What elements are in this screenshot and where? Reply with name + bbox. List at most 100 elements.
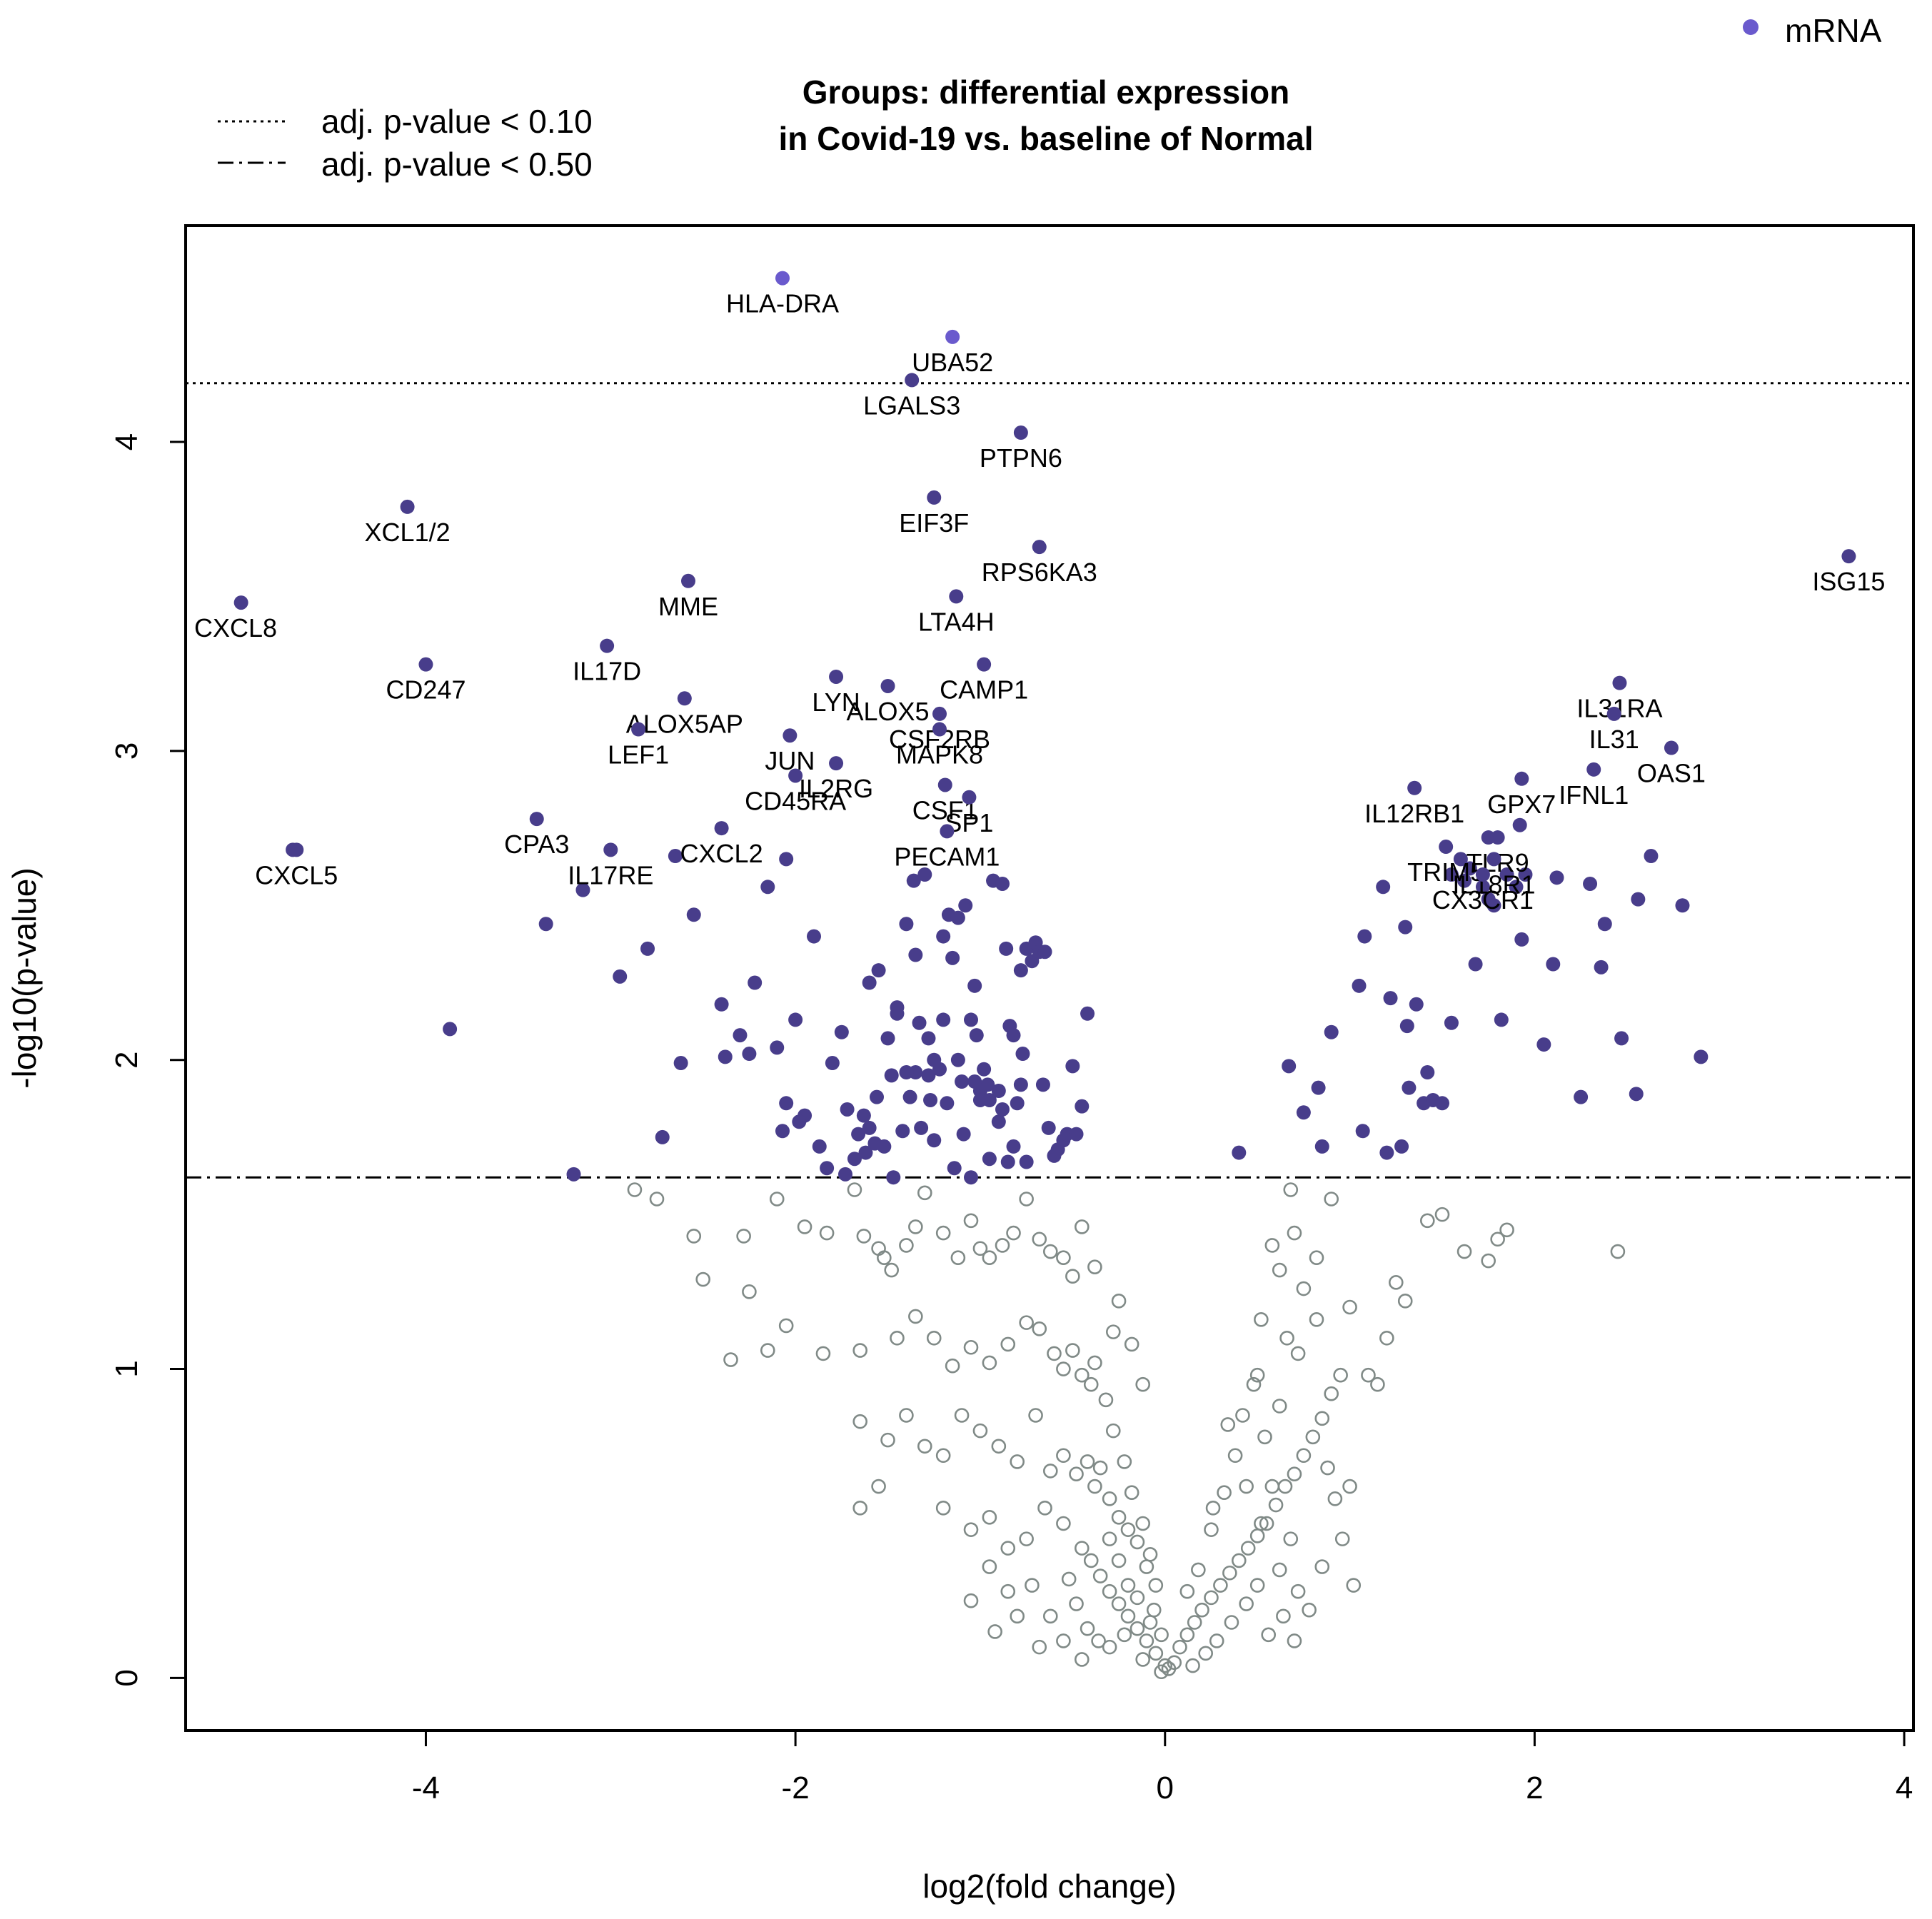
nonsignificant-point — [1042, 1244, 1058, 1259]
significant-point — [775, 1124, 790, 1139]
nonsignificant-point — [778, 1318, 794, 1334]
gene-label-mapk8: MAPK8 — [896, 740, 983, 770]
nonsignificant-point — [1276, 1608, 1291, 1624]
gene-point-tlr9 — [1490, 830, 1505, 845]
nonsignificant-point — [1434, 1207, 1450, 1222]
gene-point-il31 — [1606, 706, 1621, 721]
significant-point — [847, 1152, 862, 1167]
nonsignificant-point — [1227, 1448, 1243, 1464]
significant-point — [1357, 929, 1372, 944]
significant-point — [788, 1012, 803, 1027]
nonsignificant-point — [963, 1213, 979, 1229]
significant-point — [1352, 978, 1367, 993]
labeled-gene-points: HLA-DRA UBA52 LGALS3 PTPN6 EIF3F XCL1/2 RPS6KA… — [194, 271, 1885, 915]
nonsignificant-point — [1209, 1633, 1224, 1648]
significant-point — [1675, 898, 1690, 913]
nonsignificant-point — [880, 1432, 895, 1448]
significant-point — [862, 975, 877, 990]
nonsignificant-point — [1092, 1568, 1108, 1583]
significant-point — [884, 1068, 899, 1083]
nonsignificant-point — [917, 1439, 932, 1454]
gene-point-pecam1 — [940, 824, 955, 839]
significant-point — [886, 1170, 901, 1185]
nonsignificant-point — [908, 1309, 923, 1324]
nonsignificant-point — [1129, 1621, 1145, 1636]
gene-label-camp1: CAMP1 — [940, 675, 1028, 705]
significant-point — [1614, 1031, 1629, 1046]
gene-label-cd247: CD247 — [386, 675, 466, 705]
nonsignificant-point — [1217, 1485, 1232, 1501]
nonsignificant-point — [1287, 1466, 1302, 1482]
nonsignificant-point — [1305, 1429, 1321, 1445]
nonsignificant-point — [1240, 1541, 1256, 1556]
significant-point — [575, 882, 590, 897]
nonsignificant-point — [1111, 1553, 1127, 1568]
gene-point-lgals3 — [905, 373, 920, 388]
nonsignificant-point — [1105, 1423, 1121, 1439]
nonsignificant-point — [1006, 1225, 1021, 1241]
gene-point-ifnl1 — [1586, 762, 1601, 777]
nonsignificant-point — [1135, 1376, 1151, 1392]
gene-point-isg15 — [1841, 549, 1856, 564]
nonsignificant-point — [1098, 1392, 1114, 1408]
gene-label-il12rb1: IL12RB1 — [1364, 799, 1464, 828]
nonsignificant-point — [852, 1343, 868, 1358]
nonsignificant-point — [1056, 1516, 1071, 1531]
significant-point — [906, 873, 921, 888]
nonsignificant-point — [1172, 1639, 1187, 1655]
nonsignificant-point — [899, 1238, 914, 1253]
gene-point-trim5 — [1439, 840, 1454, 855]
significant-point — [950, 1052, 965, 1067]
significant-point — [1296, 1105, 1311, 1120]
nonsignificant-point — [1198, 1646, 1214, 1661]
nonsignificant-point — [1065, 1269, 1080, 1284]
nonsignificant-point — [1142, 1615, 1158, 1630]
significant-point — [760, 880, 775, 895]
nonsignificant-point — [1320, 1460, 1335, 1476]
significant-point — [964, 1012, 978, 1027]
gene-point-cx3cr1 — [1475, 867, 1490, 882]
nonsignificant-point — [1069, 1596, 1084, 1611]
significant-point — [1399, 1019, 1414, 1034]
gene-point-lyn — [829, 669, 844, 684]
nonsignificant-point — [686, 1229, 702, 1244]
significant-point — [950, 910, 965, 925]
nonsignificant-point — [1290, 1346, 1306, 1361]
nonsignificant-point — [1397, 1294, 1413, 1309]
nonsignificant-point — [1120, 1608, 1136, 1624]
significant-point — [870, 1089, 884, 1104]
gene-point-cd45ra — [788, 768, 803, 783]
significant-point — [991, 1114, 1006, 1129]
nonsignificant-point — [1102, 1639, 1117, 1655]
gene-label-rps6ka3: RPS6KA3 — [982, 558, 1097, 587]
nonsignificant-points — [627, 1182, 1626, 1680]
nonsignificant-point — [649, 1192, 665, 1207]
significant-point — [834, 1024, 849, 1039]
gene-point-lef1 — [631, 722, 646, 737]
significant-point — [858, 1145, 873, 1160]
gene-point-cpa3 — [529, 812, 544, 827]
significant-point — [779, 1096, 794, 1111]
significant-point — [995, 1102, 1010, 1117]
significant-point — [947, 1161, 962, 1176]
nonsignificant-point — [1117, 1454, 1132, 1469]
significant-point — [770, 1040, 785, 1055]
nonsignificant-point — [1148, 1578, 1164, 1593]
nonsignificant-point — [1047, 1346, 1062, 1361]
nonsignificant-point — [1074, 1652, 1090, 1667]
significant-point — [718, 1049, 733, 1064]
nonsignificant-point — [1142, 1546, 1158, 1562]
significant-point — [923, 1092, 938, 1107]
nonsignificant-point — [1000, 1583, 1016, 1599]
nonsignificant-point — [1061, 1571, 1077, 1587]
nonsignificant-point — [1342, 1299, 1357, 1315]
significant-point — [443, 1022, 458, 1037]
gene-label-pecam1: PECAM1 — [894, 842, 1000, 871]
significant-point — [1000, 1154, 1015, 1169]
nonsignificant-point — [1179, 1627, 1195, 1643]
nonsignificant-point — [1042, 1464, 1058, 1479]
gene-label-il17re: IL17RE — [568, 860, 653, 890]
gene-point-camp1 — [977, 657, 992, 672]
nonsignificant-point — [1231, 1553, 1247, 1568]
significant-point — [748, 975, 763, 990]
